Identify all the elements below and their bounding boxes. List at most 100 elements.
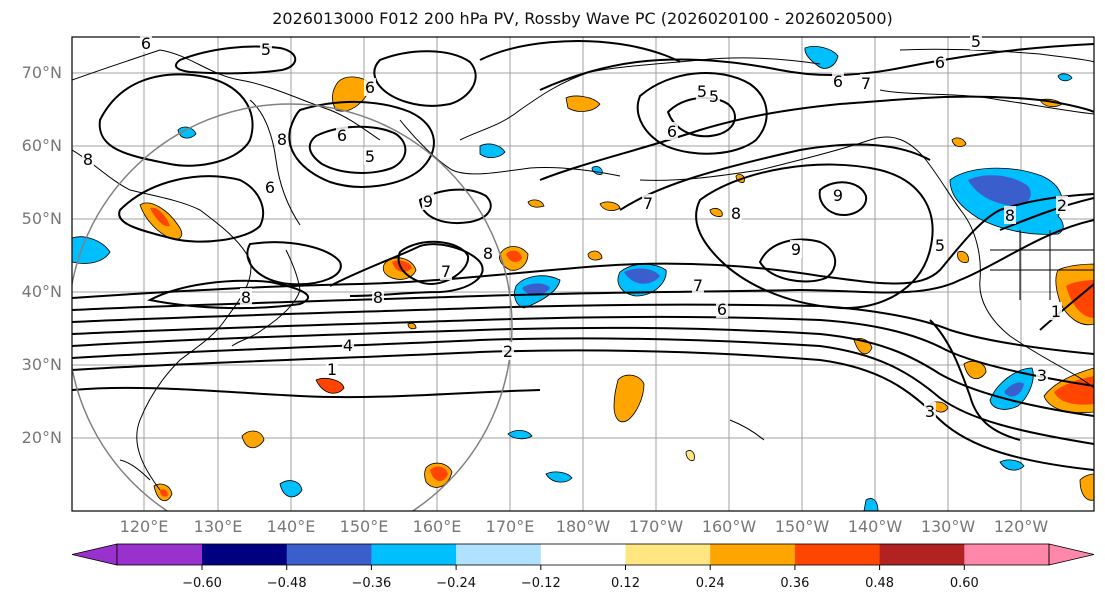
lat-label: 20°N [21, 428, 62, 447]
colorbar-extend-low [71, 543, 118, 566]
lon-label: 140°W [847, 517, 903, 536]
lon-label: 160°E [412, 517, 462, 536]
contour-label: 7 [643, 194, 653, 213]
contour-label: 7 [693, 276, 703, 295]
lon-label: 150°W [774, 517, 830, 536]
contour-label-bg [666, 122, 678, 140]
lat-label: 50°N [21, 209, 62, 228]
contour-label-bg [482, 244, 494, 262]
contour-label: 5 [261, 40, 271, 59]
contour-label-bg [708, 87, 720, 105]
colorbar-segment [117, 544, 202, 565]
contour-label-bg [860, 74, 872, 92]
contour-label-bg [1056, 196, 1068, 214]
colorbar-segment [456, 544, 542, 565]
contour-label: 3 [925, 402, 935, 421]
colorbar-tick-label: 0.60 [949, 576, 979, 591]
colorbar-tick-label: 0.36 [780, 576, 810, 591]
contour-label-bg [1004, 206, 1016, 224]
colorbar-segment [371, 544, 457, 565]
contour-label: 6 [717, 300, 727, 319]
contour-label: 8 [277, 130, 287, 149]
contour-label-bg [276, 130, 288, 148]
contour-label: 6 [265, 178, 275, 197]
contour-label-bg [342, 336, 354, 354]
contour-label-bg [790, 240, 802, 258]
contour-label: 7 [861, 74, 871, 93]
lon-label: 130°W [920, 517, 976, 536]
contour-label-bg [924, 402, 936, 420]
contour-label-bg [642, 194, 654, 212]
pv-contours [72, 40, 1094, 471]
contour-label-bg [260, 40, 272, 58]
lon-label: 140°E [266, 517, 316, 536]
lat-label: 40°N [21, 282, 62, 301]
contour-label-bg [264, 178, 276, 196]
contour-label: 5 [709, 87, 719, 106]
contour-label-bg [1050, 302, 1062, 320]
lon-label: 130°E [193, 517, 243, 536]
lon-label: 170°E [485, 517, 535, 536]
contour-label-bg [422, 192, 434, 210]
contour-label: 6 [337, 126, 347, 145]
colorbar-tick-label: −0.48 [266, 576, 307, 591]
contour-label: 2 [1057, 196, 1067, 215]
contour-label: 6 [935, 53, 945, 72]
contour-label: 9 [833, 186, 843, 205]
contour-label-bg [364, 147, 376, 165]
contour-label: 1 [327, 360, 337, 379]
colorbar [71, 543, 1095, 570]
colorbar-tick-label: −0.24 [436, 576, 477, 591]
contour-label: 7 [441, 262, 451, 281]
contour-label-bg [1036, 366, 1048, 384]
lat-label: 30°N [21, 355, 62, 374]
colorbar-segment [540, 544, 626, 565]
contour-label: 8 [483, 244, 493, 263]
contour-label: 9 [791, 240, 801, 259]
contour-label: 1 [1051, 302, 1061, 321]
contour-label: 6 [667, 122, 677, 141]
contour-label: 6 [141, 34, 151, 53]
colorbar-tick-label: −0.60 [182, 576, 222, 591]
contour-label: 5 [935, 236, 945, 255]
contour-label-bg [716, 300, 728, 318]
contour-label: 8 [241, 288, 251, 307]
colorbar-segment [879, 544, 965, 565]
lon-label: 160°W [701, 517, 757, 536]
lon-label: 120°W [993, 517, 1049, 536]
contour-label: 9 [423, 192, 433, 211]
contour-label-bg [692, 276, 704, 294]
contour-label-bg [832, 72, 844, 90]
map-frame [71, 36, 1095, 512]
lon-label: 120°E [119, 517, 169, 536]
contour-label: 5 [697, 82, 707, 101]
contour-label: 5 [971, 32, 981, 51]
colorbar-segment [202, 544, 287, 565]
contour-label: 8 [83, 150, 93, 169]
contour-label-bg [934, 53, 946, 71]
contour-label-bg [372, 288, 384, 306]
contour-label: 6 [365, 78, 375, 97]
contour-label-bg [502, 342, 514, 360]
contour-label: 8 [1005, 206, 1015, 225]
contour-label-bg [336, 126, 348, 144]
contour-label-bg [832, 186, 844, 204]
colorbar-extend-high [1048, 543, 1095, 566]
contour-label-bg [970, 32, 982, 50]
contour-label: 4 [343, 336, 353, 355]
colorbar-segment [794, 544, 880, 565]
colorbar-segment [625, 544, 711, 565]
contour-label-bg [140, 34, 152, 52]
coastlines [72, 48, 1094, 491]
colorbar-tick-label: 0.48 [865, 576, 895, 591]
colorbar-tick-label: 0.24 [695, 576, 725, 591]
lat-label: 60°N [21, 136, 62, 155]
contour-label: 8 [373, 288, 383, 307]
contour-label: 2 [503, 342, 513, 361]
lon-label: 150°E [339, 517, 389, 536]
rossby-region-circle [72, 103, 513, 511]
contour-label-bg [440, 262, 452, 280]
contour-label-bg [730, 204, 742, 222]
